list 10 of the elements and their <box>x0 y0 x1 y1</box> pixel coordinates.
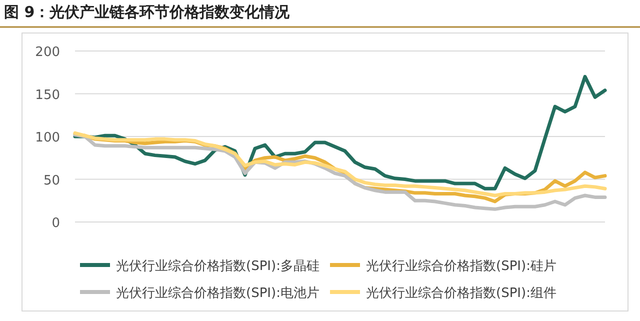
y-tick-label: 200 <box>35 45 60 60</box>
legend-label: 光伏行业综合价格指数(SPI):电池片 <box>116 286 320 301</box>
y-tick-label: 50 <box>43 173 60 188</box>
legend-label: 光伏行业综合价格指数(SPI):组件 <box>366 286 556 301</box>
legend-label: 光伏行业综合价格指数(SPI):硅片 <box>366 259 556 274</box>
y-tick-label: 100 <box>35 130 60 146</box>
legend-label: 光伏行业综合价格指数(SPI):多晶硅 <box>116 259 320 274</box>
chart-title: 图 9：光伏产业链各环节价格指数变化情况 <box>4 3 291 21</box>
y-tick-label: 150 <box>35 88 60 103</box>
y-tick-label: 0 <box>52 216 60 231</box>
